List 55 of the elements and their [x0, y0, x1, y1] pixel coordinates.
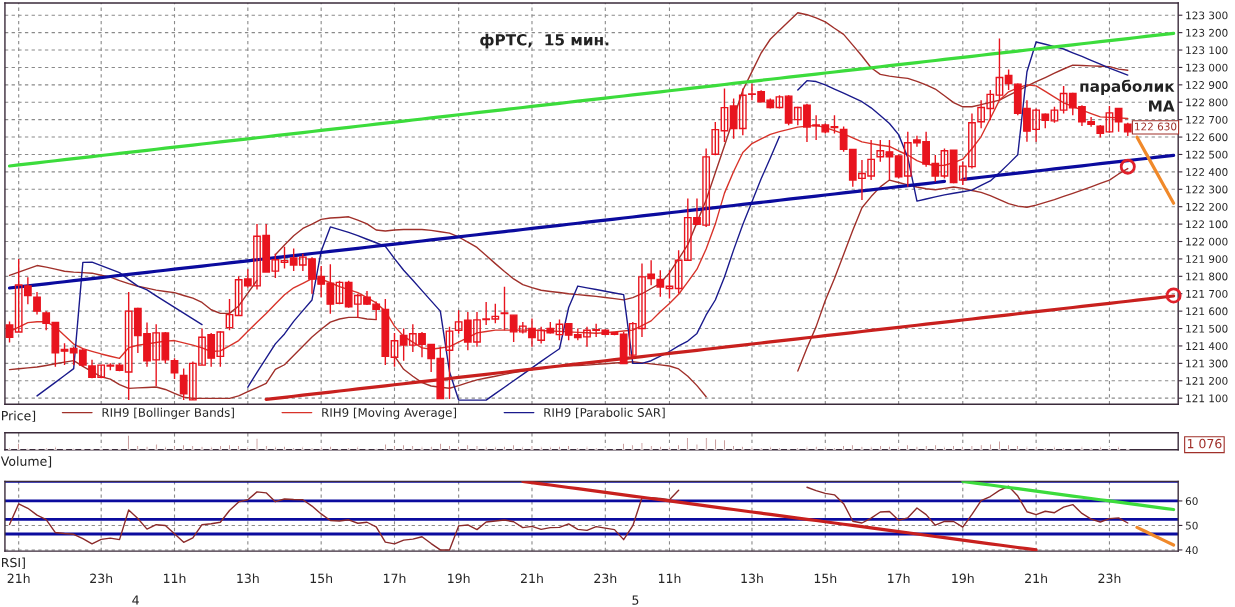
legend-label: RIH9 [Moving Average]	[322, 407, 457, 420]
text: Volume]	[0, 456, 52, 468]
x-tick-label: 21h	[1025, 573, 1047, 583]
y-tick-label: 122 100	[1186, 220, 1228, 229]
y-tick-label: 121 100	[1186, 394, 1228, 403]
y-tick-label: 122 200	[1186, 202, 1228, 211]
x-tick-label: 17h	[888, 573, 910, 583]
text: фРТС, 15 мин.	[480, 33, 609, 49]
x-tick-label: 15h	[310, 573, 333, 584]
x-tick-label: 17h	[383, 573, 406, 583]
y-tick-label: 121 600	[1186, 307, 1228, 316]
y-tick-label: 121 900	[1186, 255, 1228, 264]
x-tick-label: 13h	[741, 573, 763, 584]
legend-label: RIH9 [Bollinger Bands]	[102, 407, 234, 420]
y-tick-label: 121 800	[1186, 272, 1228, 281]
annotation: параболик	[1080, 79, 1175, 95]
y-tick-label: 123 200	[1186, 28, 1228, 37]
y-tick-label: 122 000	[1186, 237, 1228, 246]
y-tick-label: 121 700	[1186, 289, 1228, 298]
x-tick-label: 19h	[952, 573, 974, 584]
y-tick-label: 122 600	[1186, 133, 1228, 142]
y-tick-label: 121 300	[1186, 359, 1228, 368]
annotation: 122 630	[1135, 122, 1177, 131]
x-tick-label: 23h	[594, 573, 617, 584]
y-tick-label: 122 300	[1186, 185, 1228, 194]
y-tick-label: 122 900	[1186, 81, 1228, 89]
y-tick-label: 121 200	[1186, 376, 1228, 385]
y-tick-label: 121 500	[1186, 324, 1228, 333]
x-tick-label: 11h	[658, 573, 681, 583]
x-tick-label: 21h	[520, 573, 543, 583]
y-tick-label: 60	[1185, 497, 1198, 506]
x-tick-label: 19h	[448, 573, 470, 584]
y-tick-label: 123 300	[1186, 11, 1228, 20]
y-tick-label: 123 100	[1186, 46, 1228, 55]
y-tick-label: 122 800	[1186, 98, 1228, 107]
text: Price]	[2, 410, 36, 422]
y-tick-label: 122 400	[1186, 168, 1228, 176]
text: 4	[132, 595, 139, 605]
y-tick-label: 121 400	[1186, 342, 1228, 351]
y-tick-label: 123 000	[1186, 63, 1228, 72]
text: 5	[632, 595, 639, 605]
annotation: MA	[1149, 100, 1175, 112]
x-tick-label: 11h	[163, 573, 186, 583]
text: RSI]	[2, 557, 25, 569]
x-tick-label: 21h	[7, 573, 30, 583]
y-tick-label: 122 500	[1186, 150, 1228, 159]
x-tick-label: 15h	[814, 573, 837, 584]
x-tick-label: 23h	[1098, 573, 1121, 584]
y-tick-label: 122 700	[1186, 115, 1228, 124]
legend-label: RIH9 [Parabolic SAR]	[544, 407, 665, 419]
x-tick-label: 23h	[90, 573, 113, 584]
x-tick-label: 13h	[237, 573, 259, 584]
y-tick-label: 40	[1185, 546, 1198, 555]
y-tick-label: 50	[1185, 521, 1198, 530]
text: 1 076	[1187, 438, 1222, 449]
